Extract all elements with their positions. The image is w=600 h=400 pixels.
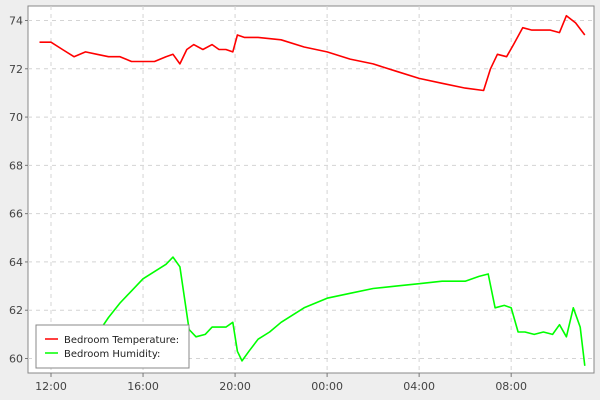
series-layer xyxy=(39,14,586,366)
x-tick-label: 08:00 xyxy=(495,380,527,393)
series-line-humidity xyxy=(39,256,586,366)
legend-label-humidity: Bedroom Humidity: xyxy=(64,349,160,360)
x-tick-label: 20:00 xyxy=(219,380,251,393)
x-tick-label: 12:00 xyxy=(35,380,67,393)
grid xyxy=(28,6,594,373)
legend: Bedroom Temperature: Bedroom Humidity: xyxy=(35,324,190,369)
x-tick-label: 16:00 xyxy=(127,380,159,393)
y-axis: 60 62 64 66 68 70 72 74 xyxy=(9,14,28,366)
series-line-temperature xyxy=(39,14,586,92)
legend-label-temperature: Bedroom Temperature: xyxy=(64,335,179,346)
y-tick-label: 66 xyxy=(9,208,23,221)
x-axis: 12:00 16:00 20:00 00:00 04:00 08:00 xyxy=(35,373,527,393)
x-tick-label: 04:00 xyxy=(403,380,435,393)
y-tick-label: 68 xyxy=(9,159,23,172)
y-tick-label: 70 xyxy=(9,111,23,124)
y-tick-label: 62 xyxy=(9,304,23,317)
y-tick-label: 72 xyxy=(9,63,23,76)
legend-box xyxy=(35,324,190,369)
plot-area xyxy=(27,5,595,374)
y-tick-label: 60 xyxy=(9,353,23,366)
x-tick-label: 00:00 xyxy=(311,380,343,393)
y-tick-label: 74 xyxy=(9,14,23,27)
y-tick-label: 64 xyxy=(9,256,23,269)
